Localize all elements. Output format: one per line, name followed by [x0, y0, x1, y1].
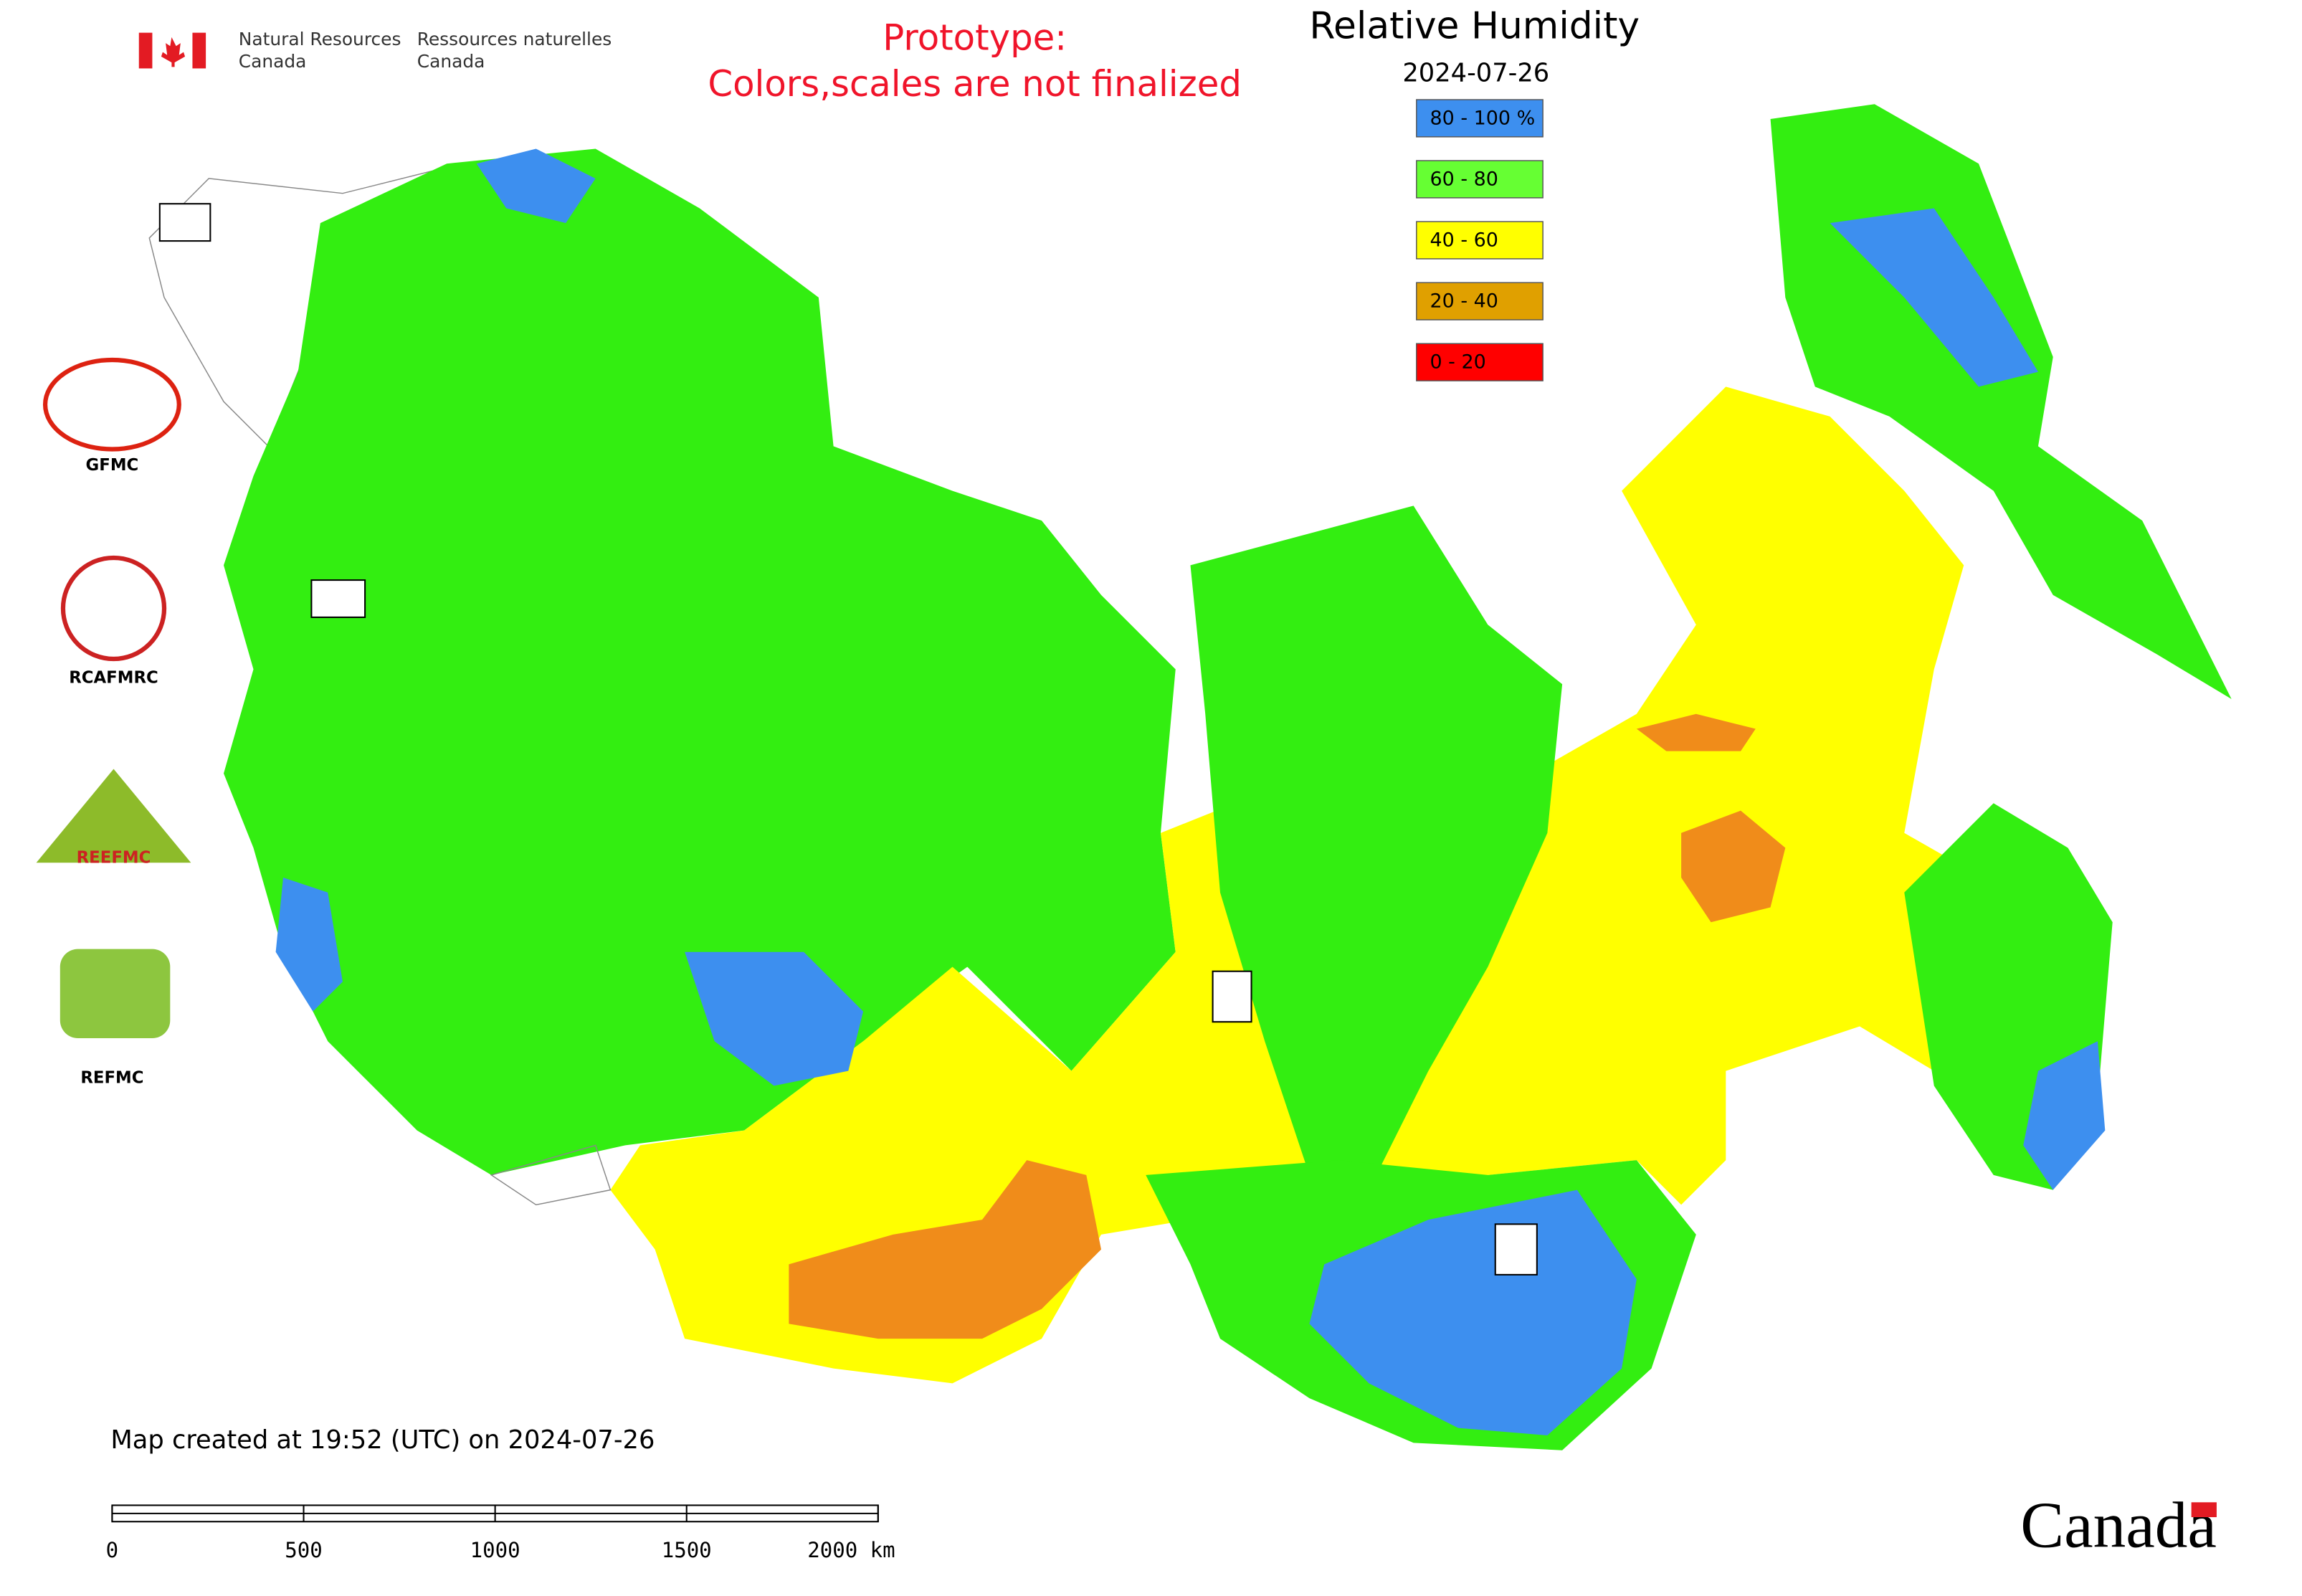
legend-swatch	[1416, 221, 1544, 260]
fip-signature: Natural Resources Canada Ressources natu…	[138, 29, 612, 72]
scale-label: 2000 km	[807, 1538, 895, 1562]
legend-swatch	[1416, 99, 1544, 138]
legend: 80 - 100 % 60 - 80 40 - 60 20 - 40 0 - 20	[1416, 99, 1544, 381]
inset-logo	[158, 203, 211, 242]
logo-rcafmrc	[60, 555, 167, 662]
outline	[490, 1144, 612, 1206]
flag-bar	[192, 32, 206, 69]
map-date: 2024-07-26	[1402, 59, 1549, 88]
canada-wordmark: Canada	[2020, 1489, 2217, 1562]
legend-swatch	[1416, 160, 1544, 199]
scale-label: 1500	[662, 1538, 712, 1562]
maple-leaf	[161, 37, 186, 67]
notice: Colors,scales are not finalized	[708, 63, 1242, 105]
scale-bar: 0 500 1000 1500 2000 km	[106, 1504, 895, 1562]
legend-label: 60 - 80	[1430, 168, 1498, 191]
created-note: Map created at 19:52 (UTC) on 2024-07-26	[110, 1425, 655, 1455]
scale-label: 1000	[470, 1538, 520, 1562]
inset-logo	[310, 579, 366, 618]
inset-logo	[1212, 970, 1252, 1023]
legend-label: 0 - 20	[1430, 351, 1485, 374]
region-blue	[275, 877, 343, 1012]
region-blue	[2023, 1041, 2106, 1190]
notice: Prototype:	[883, 17, 1067, 59]
region-blue	[1830, 208, 2038, 387]
logo-label: REEFMC	[77, 849, 151, 868]
region-orange	[1681, 810, 1786, 923]
region-orange	[789, 1160, 1102, 1339]
scale-label: 0	[106, 1538, 118, 1562]
wordmark-flag	[2191, 1502, 2217, 1518]
agency-text: Canada	[417, 51, 485, 72]
legend-label: 20 - 40	[1430, 290, 1498, 313]
legend-label: 40 - 60	[1430, 229, 1498, 252]
legend-swatch	[1416, 282, 1544, 320]
agency-text: Natural Resources	[239, 29, 401, 49]
logos: GFMC RCAFMRC REEFMC REFMC	[36, 357, 191, 1088]
logo-label: GFMC	[86, 456, 139, 475]
legend-swatch	[1416, 343, 1544, 381]
map-area	[148, 104, 2232, 1450]
region-green	[1190, 505, 1563, 1190]
scale-label: 500	[285, 1538, 322, 1562]
logo-refmc	[60, 949, 171, 1039]
inset-logo	[1494, 1223, 1538, 1276]
region-blue	[1309, 1189, 1637, 1435]
legend-label: 80 - 100 %	[1430, 107, 1535, 129]
agency-text: Canada	[239, 51, 307, 72]
region-blue	[685, 951, 864, 1086]
map-title: Relative Humidity	[1309, 4, 1640, 47]
agency-text: Ressources naturelles	[417, 29, 612, 49]
logo-label: RCAFMRC	[69, 668, 158, 687]
region-orange	[1636, 713, 1756, 751]
region-blue	[476, 148, 596, 224]
logo-label: REFMC	[80, 1069, 143, 1088]
logo-reefmc	[36, 769, 191, 863]
region-green	[224, 148, 1176, 1175]
logo-gfmc	[42, 357, 181, 452]
flag-bar	[138, 32, 153, 69]
